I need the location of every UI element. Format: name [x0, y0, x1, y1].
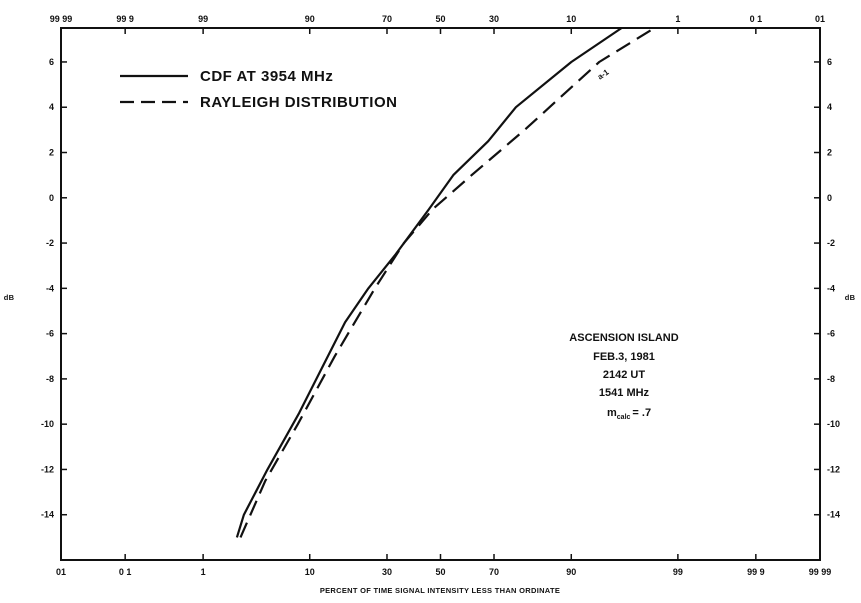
y-tick-label-right: -14: [827, 510, 840, 520]
series-line-cdf: [235, 27, 623, 538]
x-tick-label-bottom: 1: [201, 567, 206, 577]
plot-frame: [60, 27, 821, 561]
x-axis-title: PERCENT OF TIME SIGNAL INTENSITY LESS TH…: [320, 586, 560, 595]
y-tick-label-left: -12: [41, 464, 54, 474]
series-line-rayleigh: [239, 27, 656, 538]
x-tick-label-bottom: 10: [305, 567, 315, 577]
x-tick-label-top: 30: [489, 14, 499, 24]
y-tick-label-left: 0: [49, 193, 54, 203]
x-tick-label-bottom: 90: [566, 567, 576, 577]
y-tick-label-left: 6: [49, 57, 54, 67]
annotation-frequency: 1541 MHz: [599, 387, 650, 399]
y-tick-label-right: -10: [827, 419, 840, 429]
y-tick-label-left: -6: [46, 329, 54, 339]
x-tick-label-top: 99: [198, 14, 208, 24]
y-tick-label-right: -4: [827, 283, 835, 293]
y-tick-label-right: -12: [827, 464, 840, 474]
x-tick-label-top: 10: [566, 14, 576, 24]
y-tick-label-right: -6: [827, 329, 835, 339]
x-tick-label-top: 50: [435, 14, 445, 24]
x-tick-label-bottom: 0 1: [119, 567, 132, 577]
legend: CDF AT 3954 MHz RAYLEIGH DISTRIBUTION: [120, 68, 397, 111]
curve-mark: a-1: [596, 67, 611, 81]
legend-label-cdf: CDF AT 3954 MHz: [200, 68, 333, 85]
y-axis-title-left: dB: [4, 293, 15, 302]
x-tick-label-bottom: 70: [489, 567, 499, 577]
x-tick-label-top: 99 99: [50, 14, 73, 24]
x-tick-label-top: 0 1: [750, 14, 763, 24]
annotation-date: FEB.3, 1981: [593, 351, 655, 363]
y-tick-label-left: -10: [41, 419, 54, 429]
y-tick-label-left: 2: [49, 148, 54, 158]
y-tick-label-right: 0: [827, 193, 832, 203]
annotation-location: ASCENSION ISLAND: [569, 332, 678, 344]
x-tick-label-top: 70: [382, 14, 392, 24]
y-tick-label-left: 4: [49, 102, 54, 112]
y-tick-label-right: 6: [827, 57, 832, 67]
x-tick-label-bottom: 01: [56, 567, 66, 577]
y-tick-label-right: -2: [827, 238, 835, 248]
y-tick-label-left: -2: [46, 238, 54, 248]
m-subscript: calc: [617, 414, 631, 421]
y-tick-label-left: -14: [41, 510, 54, 520]
y-tick-label-right: 2: [827, 148, 832, 158]
x-tick-label-bottom: 50: [435, 567, 445, 577]
x-tick-label-bottom: 99 99: [809, 567, 832, 577]
m-value: = .7: [632, 407, 651, 419]
m-symbol: m: [607, 407, 617, 419]
x-tick-label-top: 99 9: [116, 14, 134, 24]
x-tick-label-bottom: 30: [382, 567, 392, 577]
legend-label-rayleigh: RAYLEIGH DISTRIBUTION: [200, 94, 397, 111]
series-layer: [235, 27, 656, 538]
y-tick-label-left: -8: [46, 374, 54, 384]
y-tick-label-left: -4: [46, 283, 54, 293]
x-tick-label-bottom: 99 9: [747, 567, 765, 577]
x-tick-label-top: 01: [815, 14, 825, 24]
y-tick-label-right: -8: [827, 374, 835, 384]
station-annotation: ASCENSION ISLAND FEB.3, 1981 2142 UT 154…: [569, 332, 678, 421]
x-tick-label-top: 1: [675, 14, 680, 24]
x-tick-label-bottom: 99: [673, 567, 683, 577]
y-tick-label-right: 4: [827, 102, 832, 112]
annotation-time: 2142 UT: [603, 369, 645, 381]
annotation-m-calc: mcalc = .7: [607, 407, 651, 421]
x-tick-label-top: 90: [305, 14, 315, 24]
y-axis-title-right: dB: [845, 293, 856, 302]
